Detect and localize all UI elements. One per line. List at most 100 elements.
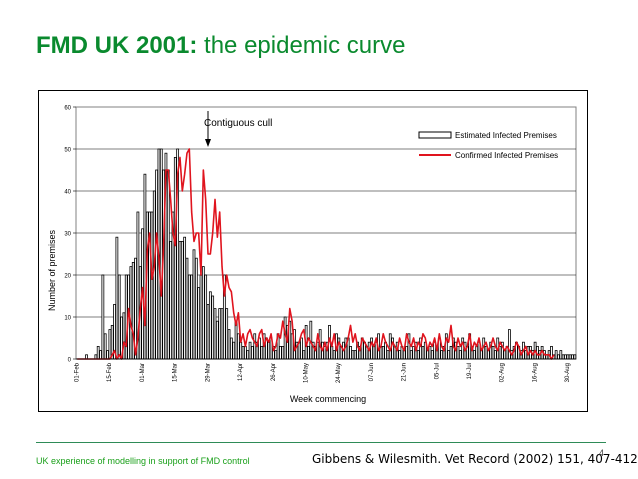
- x-tick-label: 26-Apr: [271, 363, 277, 381]
- bar-estimated: [370, 337, 373, 360]
- bar-estimated: [391, 337, 394, 360]
- bar-estimated: [166, 169, 170, 360]
- x-tick-label: 15-Mar: [173, 363, 179, 382]
- bar-estimated: [458, 350, 462, 360]
- y-tick-label: 40: [64, 190, 71, 196]
- bar-estimated: [150, 211, 154, 360]
- bar-estimated: [564, 354, 567, 360]
- bar-estimated: [253, 333, 257, 360]
- bar-estimated: [472, 350, 476, 360]
- legend-label-confirmed: Confirmed Infected Premises: [455, 151, 558, 160]
- bar-estimated: [197, 287, 201, 360]
- y-axis-label: Number of premises: [47, 229, 57, 311]
- x-tick-label: 15-Feb: [107, 362, 113, 382]
- legend-label-estimated: Estimated Infected Premises: [455, 131, 557, 140]
- slide-title-rest: the epidemic curve: [197, 32, 406, 59]
- y-tick-label: 30: [64, 232, 71, 238]
- bar-estimated: [559, 350, 563, 360]
- bar-estimated: [129, 266, 133, 360]
- annotation-arrow-head: [205, 139, 212, 147]
- bar-estimated: [251, 345, 254, 360]
- bar-estimated: [430, 350, 434, 360]
- bar-estimated: [225, 308, 229, 360]
- bar-estimated: [428, 345, 432, 360]
- x-tick-label: 12-Apr: [238, 363, 244, 381]
- bar-estimated: [227, 329, 231, 360]
- bar-estimated: [456, 345, 460, 360]
- bar-estimated: [421, 345, 425, 360]
- bar-estimated: [349, 345, 352, 360]
- series-line-confirmed: [77, 148, 555, 360]
- x-tick-label: 16-Aug: [532, 363, 538, 382]
- bar-estimated: [353, 350, 357, 360]
- bar-estimated: [402, 350, 406, 360]
- bar-estimated: [234, 320, 238, 360]
- bar-estimated: [405, 345, 408, 360]
- x-tick-label: 01-Mar: [140, 363, 146, 382]
- bar-estimated: [246, 350, 250, 360]
- bar-estimated: [229, 337, 233, 360]
- bar-estimated: [199, 274, 203, 360]
- bar-estimated: [566, 354, 570, 360]
- bar-estimated: [416, 350, 420, 360]
- bar-estimated: [281, 345, 285, 360]
- annotation-contiguous-cull: Contiguous cull: [204, 118, 272, 129]
- bar-estimated: [115, 236, 119, 360]
- bar-estimated: [561, 354, 565, 360]
- bar-estimated: [220, 308, 224, 360]
- bar-estimated: [508, 329, 511, 360]
- x-tick-label: 19-Jul: [467, 363, 473, 379]
- y-tick-label: 60: [64, 106, 71, 112]
- bar-estimated: [232, 341, 236, 360]
- bar-estimated: [557, 354, 560, 360]
- y-tick-label: 20: [64, 274, 71, 280]
- bar-estimated: [449, 345, 453, 360]
- bar-estimated: [190, 274, 194, 360]
- bar-estimated: [372, 345, 376, 360]
- reference-citation: Gibbens & Wilesmith. Vet Record (2002) 1…: [312, 452, 638, 466]
- bar-estimated: [494, 350, 497, 360]
- footer-divider: [36, 442, 606, 443]
- bar-estimated: [461, 337, 465, 360]
- bar-estimated: [554, 350, 558, 360]
- bar-estimated: [117, 274, 121, 360]
- bar-estimated: [108, 329, 112, 360]
- x-tick-label: 01-Feb: [75, 362, 81, 382]
- x-tick-label: 29-Mar: [205, 363, 211, 382]
- bar-estimated: [218, 308, 222, 360]
- bar-estimated: [337, 337, 341, 360]
- bar-estimated: [447, 350, 451, 360]
- bar-estimated: [169, 240, 172, 360]
- bar-estimated: [503, 350, 507, 360]
- bar-estimated: [302, 350, 306, 360]
- page-number: 4: [599, 448, 605, 458]
- bar-estimated: [330, 345, 334, 360]
- bar-estimated: [398, 350, 401, 360]
- bar-estimated: [386, 350, 390, 360]
- bar-estimated: [211, 295, 215, 360]
- x-tick-label: 10-May: [303, 363, 309, 383]
- bar-estimated: [208, 291, 212, 360]
- bar-estimated: [260, 345, 264, 360]
- bar-estimated: [279, 345, 282, 360]
- bar-estimated: [267, 341, 271, 360]
- x-tick-label: 07-Jun: [369, 363, 375, 381]
- x-tick-label: 21-Jun: [402, 363, 408, 381]
- bar-estimated: [106, 350, 109, 360]
- chart-container: 0 10 20 30 40 50 60 01-Feb 15-Feb 01-Mar 15-Mar 29…: [38, 90, 588, 412]
- bar-estimated: [96, 345, 100, 360]
- bar-estimated: [412, 345, 416, 360]
- bar-estimated: [159, 148, 163, 360]
- bar-estimated: [440, 350, 444, 360]
- bar-estimated: [180, 240, 184, 360]
- bar-estimated: [568, 354, 572, 360]
- bar-estimated: [194, 257, 198, 360]
- bar-estimated: [409, 350, 413, 360]
- bar-estimated: [183, 236, 187, 360]
- y-tick-label: 0: [68, 358, 72, 364]
- epidemic-curve-chart: 0 10 20 30 40 50 60 01-Feb 15-Feb 01-Mar 15-Mar 29…: [47, 106, 577, 404]
- bar-estimated: [103, 333, 107, 360]
- bar-estimated: [187, 274, 191, 360]
- bar-estimated: [484, 345, 488, 360]
- bar-estimated: [426, 350, 430, 360]
